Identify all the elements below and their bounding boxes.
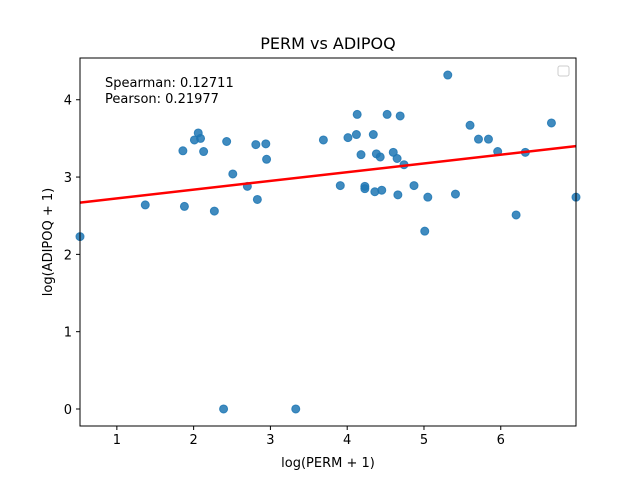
data-point [423,192,433,202]
legend-box [557,65,570,77]
data-point [178,146,188,156]
data-point [546,118,556,128]
data-point [219,404,229,414]
data-point [443,70,453,80]
data-point [140,200,150,210]
pearson-annotation: Pearson: 0.21977 [105,92,219,107]
y-tick-label: 1 [64,326,72,341]
data-point [450,189,460,199]
data-point [251,140,261,150]
data-point [228,169,238,179]
data-point [335,181,345,191]
data-point [318,135,328,145]
data-point [209,206,219,216]
data-point [343,133,353,143]
spearman-annotation: Spearman: 0.12711 [105,76,234,91]
points-layer [75,70,581,414]
data-point [420,226,430,236]
data-point [179,201,189,211]
data-point [360,184,370,194]
data-point [393,190,403,200]
data-point [473,134,483,144]
data-point [199,147,209,157]
data-point [262,154,272,164]
data-point [351,130,361,140]
data-point [382,109,392,119]
x-axis-label: log(PERM + 1) [281,456,375,471]
data-point [222,136,232,146]
data-point [409,181,419,191]
y-tick-label: 3 [64,171,72,186]
y-tick-label: 0 [64,403,72,418]
data-point [375,152,385,162]
regression-line [79,144,577,204]
data-point [483,134,493,144]
x-tick-label: 2 [189,433,197,448]
x-tick-label: 3 [266,433,274,448]
x-tick-label: 1 [113,433,121,448]
x-tick-label: 6 [497,433,505,448]
x-tick-label: 4 [343,433,351,448]
data-point [261,139,271,149]
data-point [291,404,301,414]
x-axis-ticks: 1 2 3 4 5 6 [113,426,505,448]
data-point [356,150,366,160]
data-point [377,185,387,195]
data-point [252,194,262,204]
data-point [511,210,521,220]
data-point [196,133,206,143]
data-point [368,130,378,140]
x-tick-label: 5 [420,433,428,448]
y-axis-label: log(ADIPOQ + 1) [41,188,56,296]
y-tick-label: 2 [64,248,72,263]
chart-title: PERM vs ADIPOQ [260,34,395,53]
data-point [352,109,362,119]
plot-frame [79,57,577,427]
y-axis-ticks: 0 1 2 3 4 [64,94,80,418]
data-point [392,154,402,164]
data-point [465,120,475,130]
y-tick-label: 4 [64,94,72,109]
data-point [395,111,405,121]
